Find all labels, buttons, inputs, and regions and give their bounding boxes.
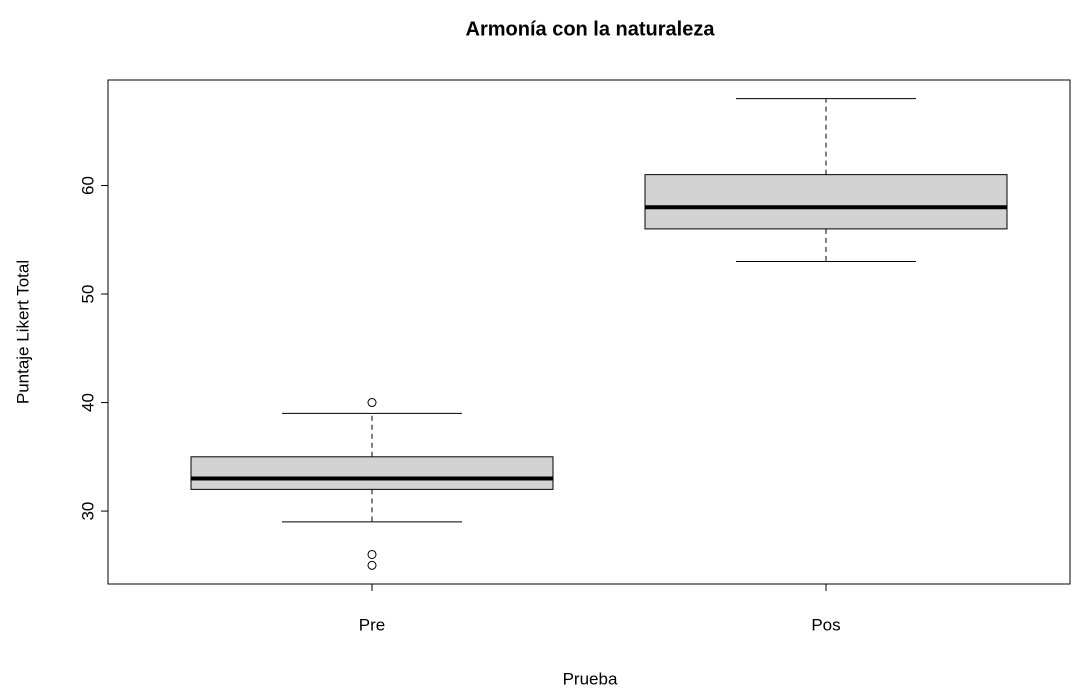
plot-frame xyxy=(107,79,1071,585)
box xyxy=(190,456,554,490)
x-tick-label: Pre xyxy=(359,615,385,634)
y-axis-label: Puntaje Likert Total xyxy=(13,260,32,404)
box xyxy=(644,174,1008,230)
x-axis-label: Prueba xyxy=(563,669,618,688)
y-tick-label: 30 xyxy=(78,502,97,521)
outlier xyxy=(367,560,377,570)
outlier xyxy=(367,398,377,408)
y-tick-label: 40 xyxy=(78,393,97,412)
y-tick-label: 50 xyxy=(78,285,97,304)
outlier xyxy=(367,549,377,559)
chart-title: Armonía con la naturaleza xyxy=(466,18,716,40)
y-tick-label: 60 xyxy=(78,176,97,195)
x-tick-label: Pos xyxy=(811,615,840,634)
